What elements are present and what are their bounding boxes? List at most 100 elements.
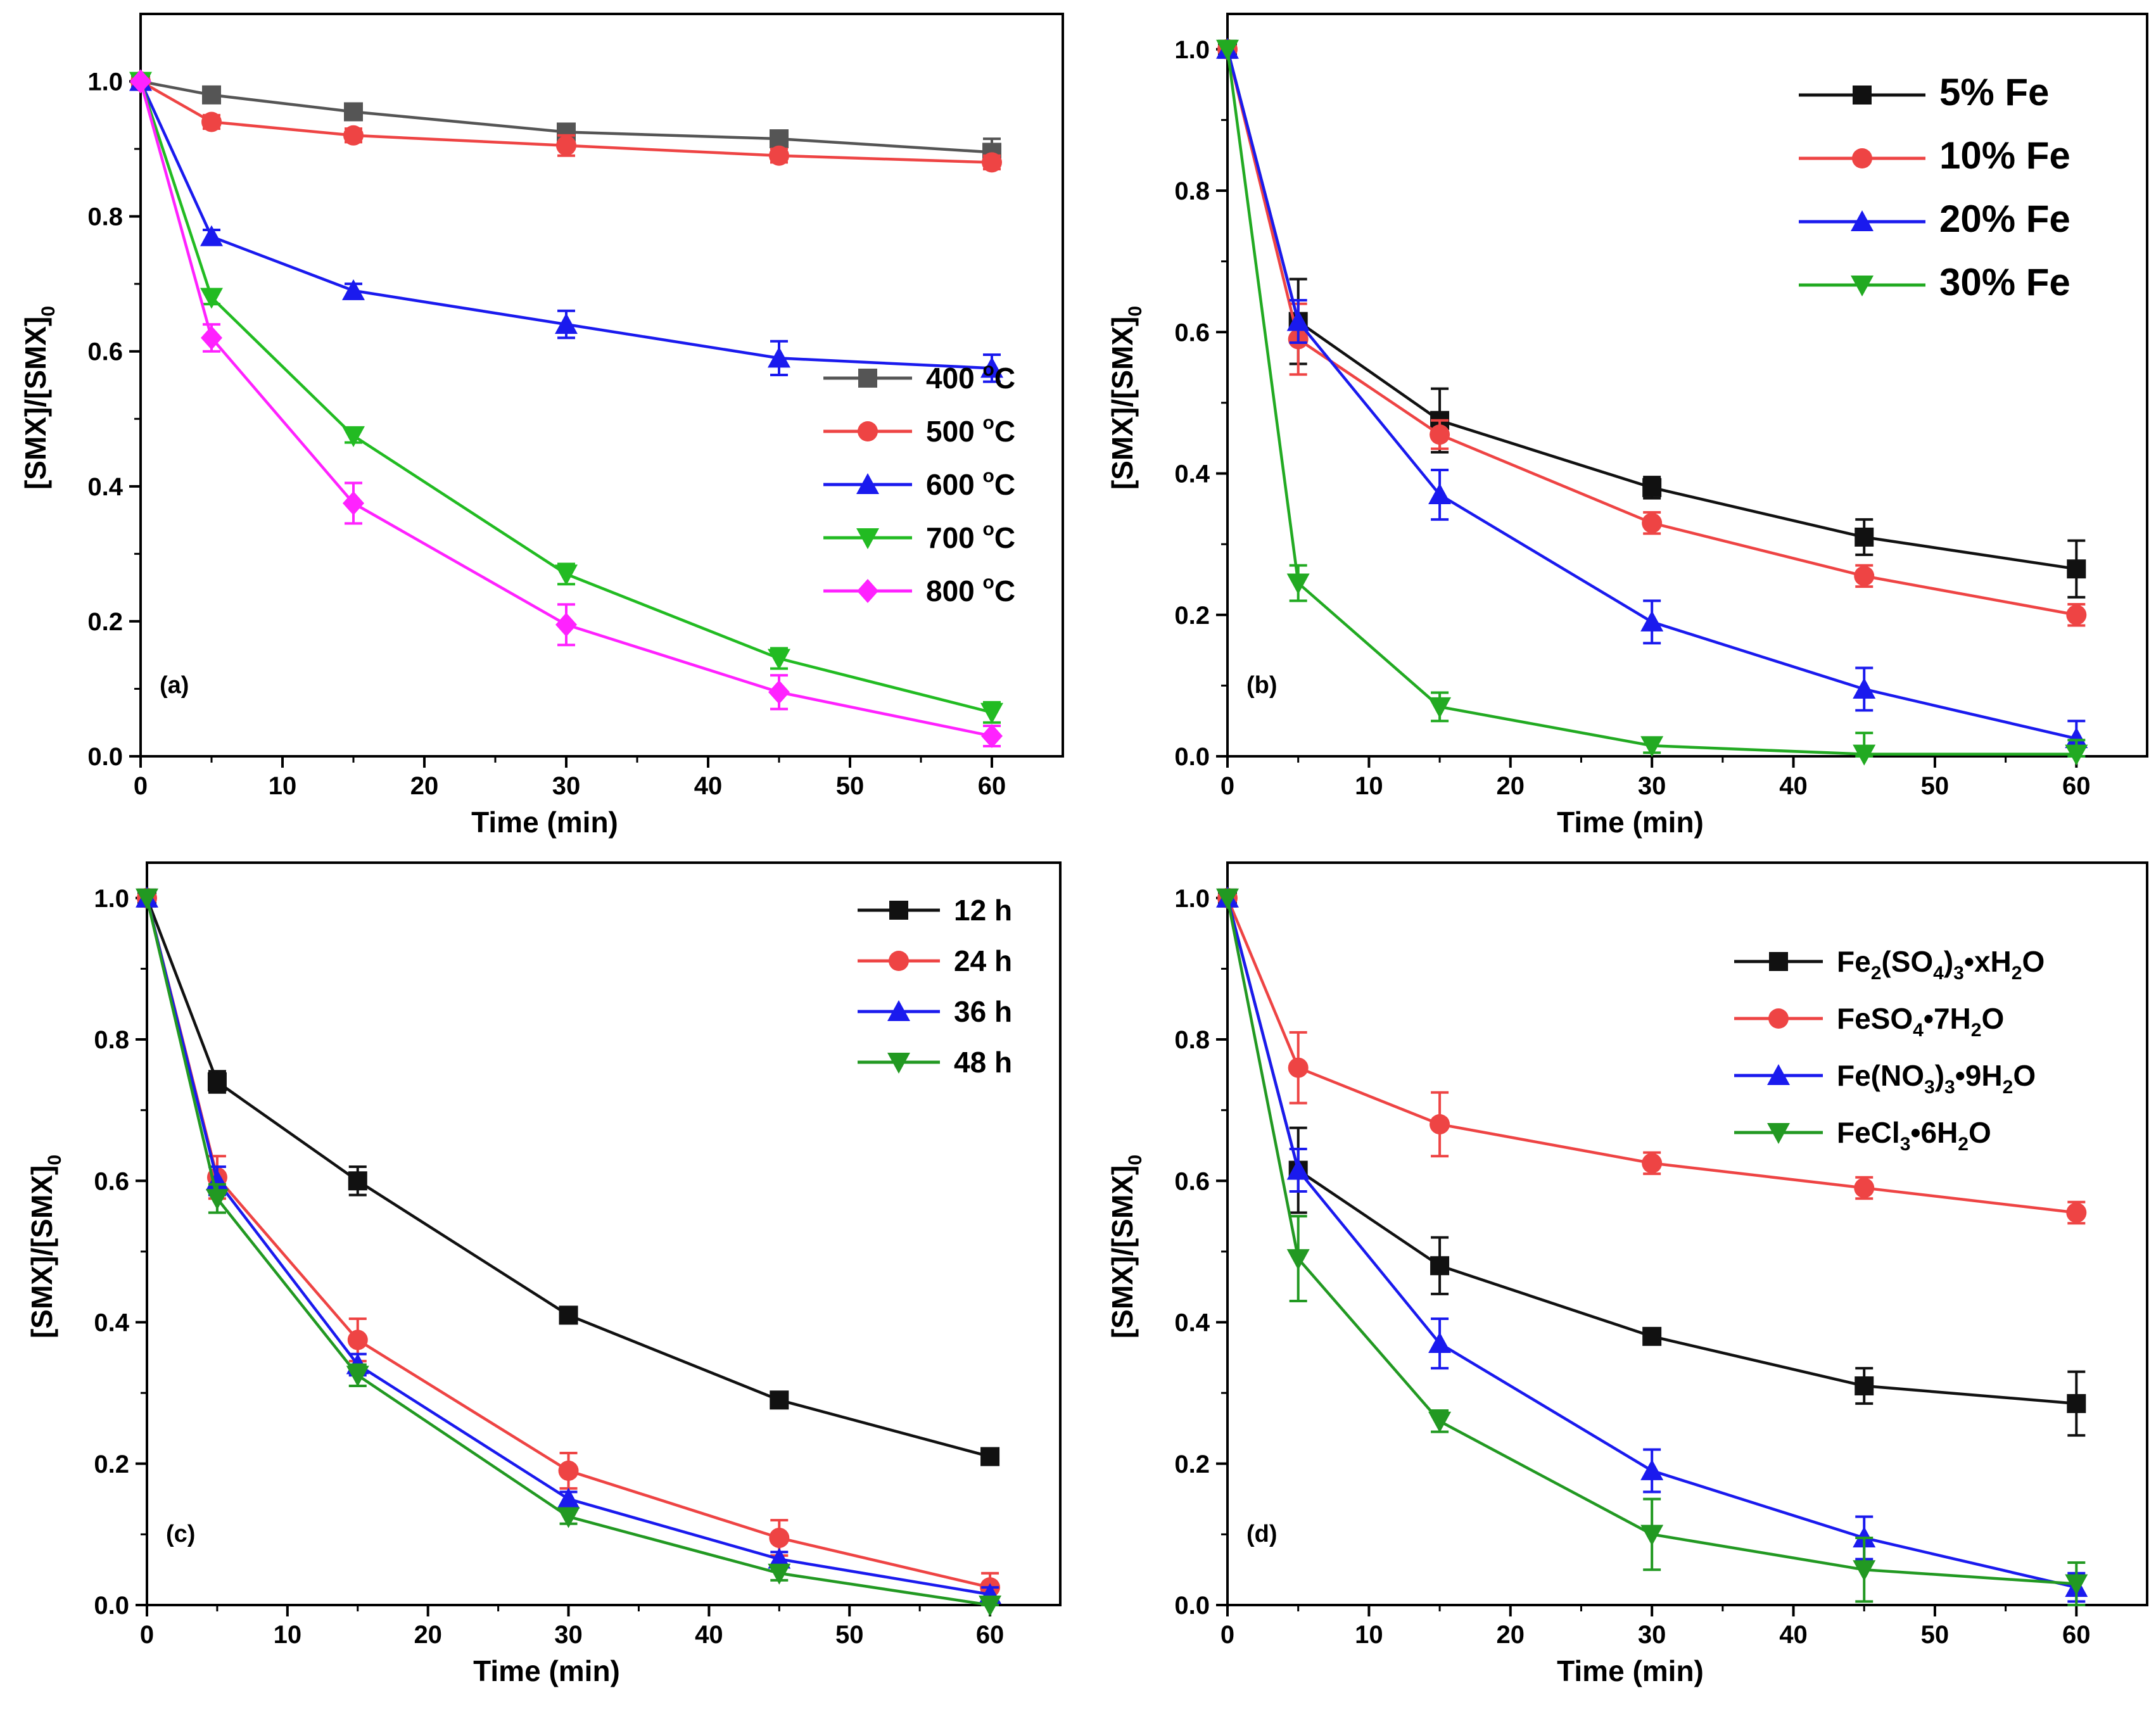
legend-label: 36 h [954, 995, 1012, 1028]
data-point [1286, 1249, 1310, 1271]
legend-label: 48 h [954, 1046, 1012, 1079]
series-line [140, 80, 992, 154]
y-axis-title: [SMX]/[SMX]0 [1106, 1155, 1146, 1338]
legend-label: FeSO4•7H2O [1837, 1002, 2004, 1041]
y-tick-label: 0.6 [1174, 1167, 1210, 1195]
x-tick-label: 20 [410, 772, 439, 800]
legend-label: 800 oC [926, 572, 1015, 607]
panel-2: 0 10 20 30 40 50 60 0.0 0.2 0.4 0.6 0.8 1.0 Time (min… [25, 861, 1062, 1687]
data-point [768, 649, 790, 670]
data-point [1428, 1332, 1452, 1354]
series-line [1226, 49, 2077, 740]
legend-marker [858, 421, 878, 441]
data-point [1286, 310, 1310, 331]
panel-label: (d) [1246, 1521, 1278, 1547]
data-point [1642, 1326, 1662, 1346]
data-point [1640, 610, 1664, 632]
data-point [2065, 1574, 2088, 1596]
y-tick-label: 0.0 [1174, 1592, 1210, 1620]
legend-marker [889, 951, 909, 971]
x-tick-label: 20 [1497, 1621, 1525, 1649]
series-2 [136, 886, 1002, 1604]
data-point [343, 125, 364, 146]
x-tick-label: 40 [1779, 1621, 1808, 1649]
x-tick-label: 10 [274, 1621, 302, 1649]
x-tick-label: 30 [1638, 1621, 1666, 1649]
series-1 [130, 71, 1002, 173]
data-point [1286, 573, 1310, 595]
legend-marker [887, 1000, 910, 1021]
data-point [2067, 1393, 2086, 1413]
data-point [130, 69, 151, 94]
legend-marker [1767, 1123, 1790, 1144]
plot-frame [1226, 13, 2148, 758]
data-point [201, 111, 222, 132]
data-point [559, 1305, 578, 1325]
y-tick-label: 0.6 [94, 1167, 129, 1195]
legend: 400 oC 500 oC 600 oC 700 oC 800 oC [823, 359, 1015, 607]
data-point [344, 102, 363, 122]
legend: Fe2(SO4)3•xH2O FeSO4•7H2O Fe(NO3)3•9H2O FeC… [1734, 945, 2045, 1155]
data-point [1640, 1525, 1664, 1546]
series-4 [130, 69, 1003, 749]
legend-label: 600 oC [926, 466, 1015, 501]
legend-label: 30% Fe [1939, 261, 2070, 303]
data-point [768, 1563, 791, 1585]
y-tick-label: 0.6 [1174, 319, 1210, 346]
data-point [558, 1460, 579, 1481]
data-point [557, 1487, 580, 1509]
y-tick-label: 1.0 [1174, 885, 1210, 913]
legend-marker [1851, 210, 1874, 231]
x-tick-label: 40 [1779, 772, 1808, 800]
x-tick-label: 50 [1921, 772, 1950, 800]
x-tick-label: 10 [1355, 1621, 1383, 1649]
x-tick-label: 60 [2062, 1621, 2091, 1649]
y-tick-label: 0.2 [87, 608, 123, 636]
legend-label: 12 h [954, 894, 1012, 927]
legend-label: 700 oC [926, 519, 1015, 554]
legend-marker [1852, 148, 1872, 168]
data-point [205, 1189, 229, 1210]
legend-marker [1768, 1008, 1789, 1029]
data-point [2065, 727, 2088, 749]
data-point [1642, 1153, 1663, 1174]
x-tick-label: 50 [835, 1621, 864, 1649]
series-line [145, 898, 991, 1458]
x-tick-label: 0 [1221, 772, 1234, 800]
data-point [1430, 424, 1450, 445]
legend-marker [887, 1053, 910, 1074]
x-tick-label: 0 [140, 1621, 154, 1649]
legend-label: 10% Fe [1939, 134, 2070, 177]
y-axis-title: [SMX]/[SMX]0 [1106, 306, 1146, 490]
legend-label: 5% Fe [1939, 71, 2049, 113]
y-tick-label: 0.0 [94, 1592, 129, 1620]
legend-label: 500 oC [926, 412, 1015, 448]
x-tick-label: 0 [134, 772, 148, 800]
legend-marker [857, 579, 878, 603]
data-point [342, 279, 365, 300]
x-tick-label: 60 [978, 772, 1006, 800]
data-point [202, 85, 221, 105]
data-point [1854, 1178, 1875, 1198]
y-tick-label: 0.8 [1174, 177, 1210, 205]
y-tick-label: 0.4 [94, 1309, 129, 1337]
y-tick-label: 0.2 [1174, 602, 1210, 630]
data-point [136, 888, 158, 910]
y-axis-title: [SMX]/[SMX]0 [25, 1155, 65, 1338]
data-point [200, 288, 223, 309]
data-point [1430, 1114, 1450, 1134]
data-point [1642, 478, 1662, 497]
data-point [1288, 1057, 1309, 1078]
y-tick-label: 0.4 [1174, 460, 1210, 488]
legend-marker [856, 528, 879, 549]
data-point [1855, 527, 1874, 547]
panel-0: 0 10 20 30 40 50 60 0.0 0.2 0.4 0.6 0.8 1.0 Time (min… [19, 13, 1064, 839]
data-point [770, 129, 789, 149]
legend-marker [889, 901, 908, 920]
data-point [1640, 736, 1664, 758]
legend-marker [1767, 1064, 1790, 1085]
data-point [770, 1390, 789, 1410]
x-tick-label: 40 [695, 1621, 723, 1649]
data-point [980, 1447, 1000, 1466]
data-point [979, 1596, 1002, 1616]
